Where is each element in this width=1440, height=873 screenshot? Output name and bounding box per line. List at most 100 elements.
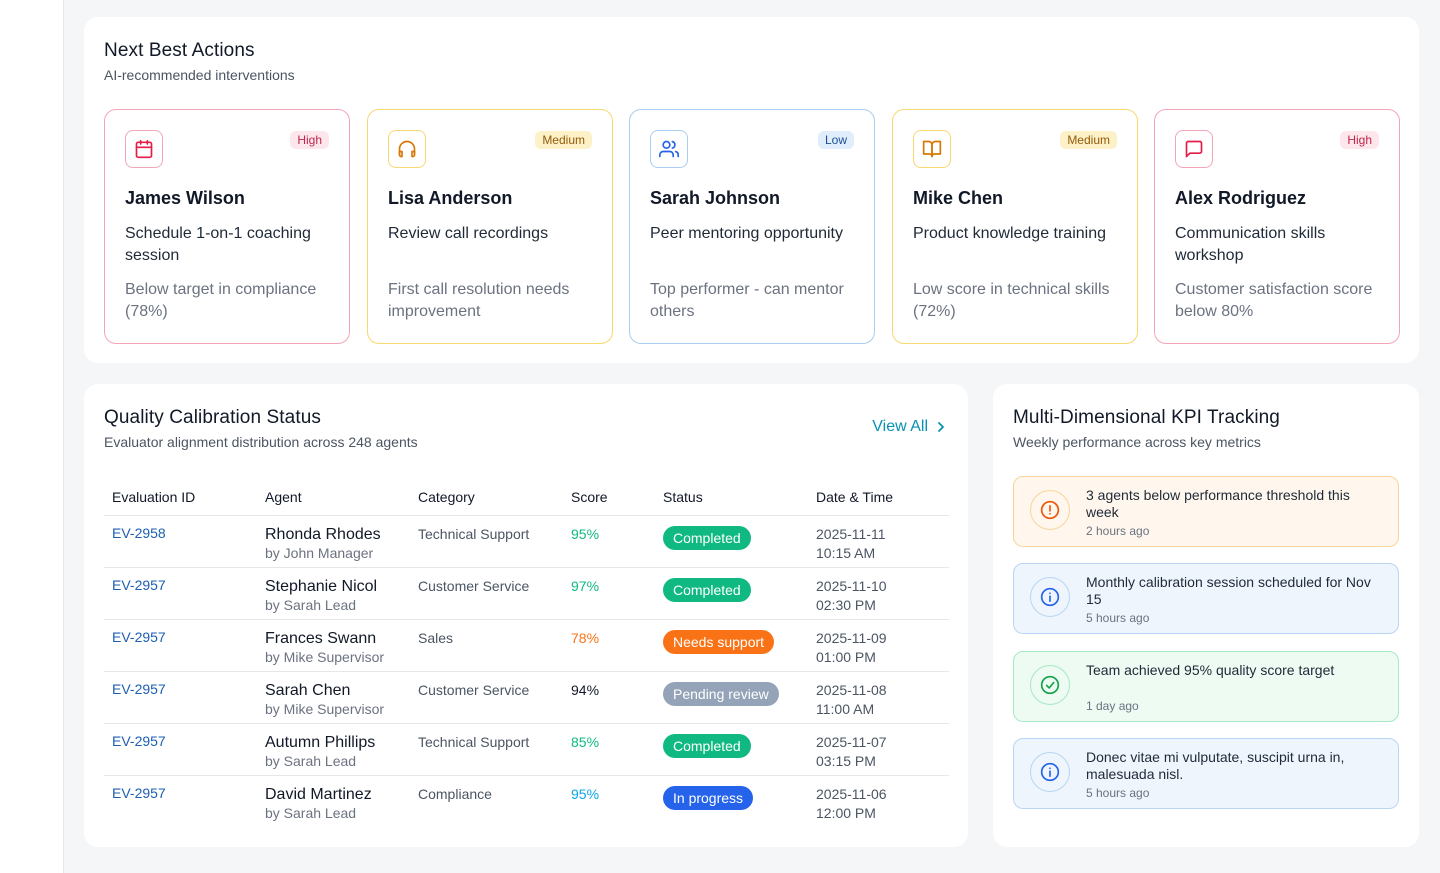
- alert-message: 3 agents below performance threshold thi…: [1086, 487, 1350, 520]
- date: 2025-11-07: [816, 733, 887, 750]
- book-open-icon: [913, 130, 951, 168]
- evaluator-name: by Mike Supervisor: [265, 648, 385, 665]
- agent-name: Mike Chen: [913, 188, 1004, 208]
- action-reason: Below target in compliance (78%): [125, 281, 317, 320]
- status-badge: Completed: [663, 577, 751, 602]
- agent-name: Sarah Johnson: [650, 188, 781, 208]
- category: Customer Service: [418, 577, 530, 594]
- panel-subtitle: Evaluator alignment distribution across …: [104, 434, 418, 450]
- info-icon: [1030, 752, 1070, 792]
- alert-item[interactable]: Donec vitae mi vulputate, suscipit urna …: [1013, 738, 1399, 809]
- category: Sales: [418, 629, 454, 646]
- status-badge: Completed: [663, 733, 751, 758]
- status-badge: In progress: [663, 785, 754, 810]
- evaluation-id-link[interactable]: EV-2957: [112, 576, 166, 593]
- table-row[interactable]: EV-2957 Sarah Chen by Mike Supervisor Cus…: [104, 671, 949, 724]
- info-icon: [1030, 577, 1070, 617]
- status-badge: Needs support: [663, 629, 775, 654]
- alert-timestamp: 2 hours ago: [1086, 524, 1150, 538]
- evaluator-name: by Sarah Lead: [265, 804, 357, 821]
- evaluation-id-link[interactable]: EV-2957: [112, 784, 166, 801]
- table-row[interactable]: EV-2957 Autumn Phillips by Sarah Lead Tec…: [104, 723, 949, 776]
- column-header[interactable]: Date & Time: [808, 479, 949, 516]
- alert-item[interactable]: Team achieved 95% quality score target 1…: [1013, 651, 1399, 722]
- alert-timestamp: 1 day ago: [1086, 699, 1139, 713]
- view-all-link[interactable]: View All: [872, 418, 946, 436]
- table-row[interactable]: EV-2958 Rhonda Rhodes by John Manager Tec…: [104, 515, 949, 568]
- evaluator-name: by Mike Supervisor: [265, 700, 385, 717]
- agent-name: David Martinez: [265, 785, 372, 803]
- action-card[interactable]: Medium Mike Chen Product knowledge train…: [892, 109, 1138, 344]
- agent-name: Sarah Chen: [265, 681, 351, 699]
- check-circle-icon: [1030, 665, 1070, 705]
- agent-name: Alex Rodriguez: [1175, 188, 1307, 208]
- alert-message: Donec vitae mi vulputate, suscipit urna …: [1086, 749, 1345, 782]
- agent-name: James Wilson: [125, 188, 245, 208]
- agent-name: Autumn Phillips: [265, 733, 376, 751]
- action-card[interactable]: High Alex Rodriguez Communication skills…: [1154, 109, 1400, 344]
- recommended-action: Schedule 1-on-1 coaching session: [125, 225, 311, 264]
- alert-message: Team achieved 95% quality score target: [1086, 662, 1335, 678]
- date: 2025-11-06: [816, 785, 887, 802]
- time: 02:30 PM: [816, 596, 876, 613]
- panel-title: Multi-Dimensional KPI Tracking: [1013, 407, 1280, 428]
- time: 11:00 AM: [816, 700, 875, 717]
- recommended-action: Product knowledge training: [913, 225, 1107, 242]
- evaluation-id-link[interactable]: EV-2957: [112, 680, 166, 697]
- column-header[interactable]: Score: [563, 479, 655, 516]
- action-reason: Low score in technical skills (72%): [913, 281, 1110, 320]
- table-row[interactable]: EV-2957 Stephanie Nicol by Sarah Lead Cus…: [104, 567, 949, 620]
- date: 2025-11-09: [816, 629, 887, 646]
- table-row[interactable]: EV-2957 David Martinez by Sarah Lead Comp…: [104, 775, 949, 827]
- headphones-icon: [388, 130, 426, 168]
- column-header[interactable]: Status: [655, 479, 808, 516]
- kpi-tracking-panel: Multi-Dimensional KPI Tracking Weekly pe…: [993, 384, 1419, 847]
- recommended-action: Communication skills workshop: [1175, 225, 1326, 264]
- date: 2025-11-11: [816, 525, 886, 542]
- category: Technical Support: [418, 525, 530, 542]
- column-header[interactable]: Category: [410, 479, 563, 516]
- column-header[interactable]: Agent: [257, 479, 410, 516]
- time: 10:15 AM: [816, 544, 876, 561]
- action-reason: Top performer - can mentor others: [650, 281, 844, 320]
- score: 85%: [571, 733, 600, 750]
- panel-title: Quality Calibration Status: [104, 407, 321, 428]
- action-card[interactable]: Low Sarah Johnson Peer mentoring opportu…: [629, 109, 875, 344]
- score: 94%: [571, 681, 600, 698]
- alert-message: Monthly calibration session scheduled fo…: [1086, 574, 1371, 607]
- category: Compliance: [418, 785, 492, 802]
- priority-badge: Medium: [1060, 131, 1117, 149]
- evaluation-id-link[interactable]: EV-2958: [112, 524, 166, 541]
- score: 95%: [571, 785, 600, 802]
- action-reason: First call resolution needs improvement: [388, 281, 570, 320]
- evaluation-id-link[interactable]: EV-2957: [112, 732, 166, 749]
- agent-name: Lisa Anderson: [388, 188, 513, 208]
- alert-item[interactable]: 3 agents below performance threshold thi…: [1013, 476, 1399, 547]
- quality-calibration-panel: Quality Calibration Status Evaluator ali…: [84, 384, 968, 847]
- panel-title: Next Best Actions: [104, 40, 255, 61]
- priority-badge: High: [290, 131, 329, 149]
- alert-item[interactable]: Monthly calibration session scheduled fo…: [1013, 563, 1399, 634]
- table-row[interactable]: EV-2957 Frances Swann by Mike Supervisor …: [104, 619, 949, 672]
- date: 2025-11-10: [816, 577, 887, 594]
- alert-circle-icon: [1030, 490, 1070, 530]
- action-card[interactable]: High James Wilson Schedule 1-on-1 coachi…: [104, 109, 350, 344]
- alert-timestamp: 5 hours ago: [1086, 786, 1150, 800]
- time: 12:00 PM: [816, 804, 876, 821]
- action-card[interactable]: Medium Lisa Anderson Review call recordi…: [367, 109, 613, 344]
- chevron-right-icon: [938, 422, 944, 432]
- category: Customer Service: [418, 681, 530, 698]
- score: 97%: [571, 577, 600, 594]
- date: 2025-11-08: [816, 681, 887, 698]
- time: 01:00 PM: [816, 648, 876, 665]
- agent-name: Rhonda Rhodes: [265, 525, 381, 543]
- evaluation-id-link[interactable]: EV-2957: [112, 628, 166, 645]
- users-icon: [650, 130, 688, 168]
- column-header[interactable]: Evaluation ID: [104, 479, 257, 516]
- panel-subtitle: Weekly performance across key metrics: [1013, 434, 1261, 450]
- message-square-icon: [1175, 130, 1213, 168]
- view-all-label: View All: [872, 418, 928, 435]
- evaluator-name: by John Manager: [265, 544, 374, 561]
- next-best-actions-panel: Next Best Actions AI-recommended interve…: [84, 17, 1419, 363]
- status-badge: Pending review: [663, 681, 779, 706]
